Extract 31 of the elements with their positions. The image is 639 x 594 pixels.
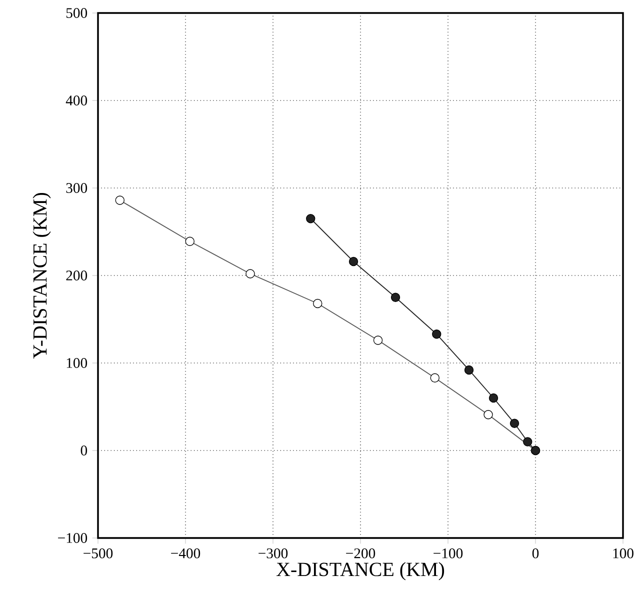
y-tick-label: 500 bbox=[66, 8, 88, 18]
y-tick-label: −100 bbox=[58, 533, 88, 543]
y-tick-label: 300 bbox=[66, 183, 88, 193]
point bbox=[488, 393, 498, 403]
point bbox=[484, 410, 493, 420]
y-tick-label: 200 bbox=[66, 270, 88, 280]
point bbox=[246, 269, 255, 278]
x-tick-label: −300 bbox=[258, 548, 288, 558]
point bbox=[306, 214, 316, 224]
point bbox=[432, 330, 442, 339]
y-tick-label: 100 bbox=[66, 358, 88, 368]
y-tick-label: 400 bbox=[66, 96, 88, 106]
x-tick-label: 100 bbox=[613, 548, 634, 558]
x-tick-label: 0 bbox=[532, 548, 539, 558]
x-tick-label: −500 bbox=[84, 548, 113, 558]
x-tick-label: −100 bbox=[434, 548, 463, 558]
point bbox=[523, 437, 532, 446]
x-tick-label: −200 bbox=[346, 548, 376, 558]
point bbox=[348, 256, 358, 266]
point bbox=[430, 373, 440, 382]
x-axis-title: X-DISTANCE (KM) bbox=[276, 562, 444, 580]
x-tick-label: −400 bbox=[171, 548, 200, 558]
point bbox=[313, 298, 322, 308]
point bbox=[510, 418, 520, 428]
point bbox=[464, 365, 474, 375]
point bbox=[390, 292, 400, 302]
y-axis-title: Y-DISTANCE (KM) bbox=[32, 193, 51, 359]
point bbox=[373, 336, 383, 345]
point bbox=[185, 236, 194, 246]
y-tick-label: 0 bbox=[80, 446, 88, 456]
point bbox=[115, 196, 124, 205]
